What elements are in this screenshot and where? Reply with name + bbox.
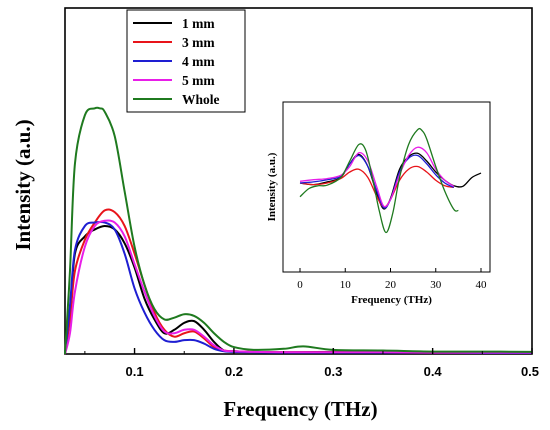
legend-label-1-mm: 1 mm: [182, 16, 215, 31]
x-tick-label: 0.3: [324, 364, 342, 379]
main-x-axis-ticks: 0.1 0.2 0.3 0.4 0.5: [84, 348, 539, 379]
x-tick-label: 0.2: [225, 364, 243, 379]
inset-x-tick-label: 30: [430, 279, 442, 291]
legend-label-whole: Whole: [182, 92, 220, 107]
main-plot: 0.1 0.2 0.3 0.4 0.5 Frequency (THz) Intensit…: [11, 7, 539, 421]
inset-x-tick-label: 20: [385, 279, 397, 291]
inset-x-axis-ticks: 0 10 20 30 40: [297, 268, 487, 291]
inset-series-line-5-mm: [299, 146, 455, 208]
inset-x-tick-label: 0: [297, 279, 303, 291]
inset-background: [282, 101, 491, 273]
legend-label-3-mm: 3 mm: [182, 35, 215, 50]
legend: 1 mm 3 mm 4 mm 5 mm Whole: [126, 9, 246, 113]
inset-x-tick-label: 10: [340, 279, 352, 291]
main-x-axis-label: Frequency (THz): [223, 397, 377, 421]
x-tick-label: 0.4: [424, 364, 443, 379]
inset-series-line-4-mm: [299, 154, 455, 209]
inset-x-axis-label: Frequency (THz): [351, 294, 432, 306]
series-line-whole: [64, 106, 533, 355]
x-tick-label: 0.1: [126, 364, 144, 379]
inset-series-line-whole: [299, 127, 459, 234]
x-tick-label: 0.5: [521, 364, 539, 379]
inset-y-axis-label: Intensity (a.u.): [266, 152, 278, 221]
inset-series-group: [299, 127, 482, 234]
legend-label-4-mm: 4 mm: [182, 54, 215, 69]
series-line-5-mm: [64, 219, 532, 355]
main-plot-frame: [64, 7, 533, 355]
main-series-group: [64, 106, 533, 355]
inset-x-tick-label: 40: [476, 279, 488, 291]
inset-plot: 0 10 20 30 40 Frequency (THz) Intensity (a.u…: [266, 101, 491, 306]
legend-label-5-mm: 5 mm: [182, 73, 215, 88]
main-y-axis-label: Intensity (a.u.): [11, 119, 35, 250]
